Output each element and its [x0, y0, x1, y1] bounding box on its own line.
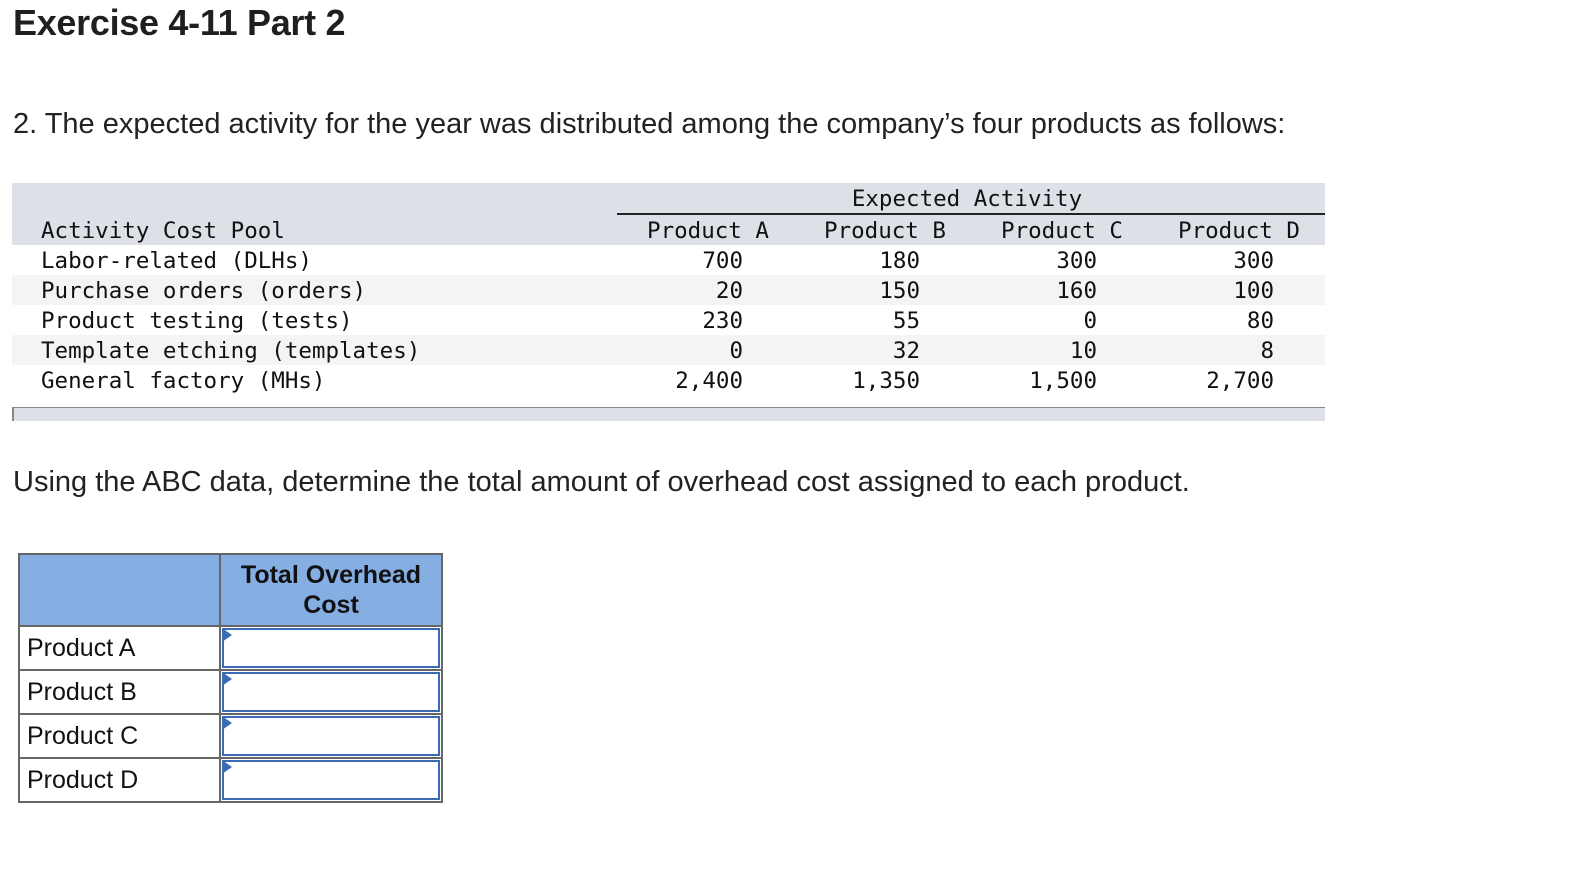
value-cell: 300 [1056, 248, 1097, 274]
value-cell: 1,500 [1029, 368, 1097, 394]
value-cell: 180 [879, 248, 920, 274]
pool-label: Purchase orders (orders) [41, 278, 367, 304]
value-cell: 1,350 [852, 368, 920, 394]
answer-row-label: Product C [18, 713, 221, 759]
pool-label: Labor-related (DLHs) [41, 248, 312, 274]
header-product-b: Product B [824, 218, 946, 244]
value-cell: 10 [1069, 338, 1097, 364]
answer-row: Product D [18, 757, 443, 803]
pool-header: Activity Cost Pool [41, 218, 285, 244]
value-cell: 0 [1083, 308, 1097, 334]
product-c-cost-input[interactable] [219, 713, 443, 759]
value-cell: 55 [892, 308, 920, 334]
header-product-a: Product A [647, 218, 769, 244]
answer-row-label: Product B [18, 669, 221, 715]
product-d-cost-input[interactable] [219, 757, 443, 803]
answer-row: Product A [18, 625, 443, 671]
pool-label: Template etching (templates) [41, 338, 421, 364]
question-text: Using the ABC data, determine the total … [13, 466, 1190, 498]
value-cell: 2,400 [675, 368, 743, 394]
answer-row: Product B [18, 669, 443, 715]
value-cell: 700 [702, 248, 743, 274]
pool-label: General factory (MHs) [41, 368, 326, 394]
value-cell: 20 [715, 278, 743, 304]
value-cell: 2,700 [1206, 368, 1274, 394]
input-marker-icon [222, 672, 232, 686]
input-box[interactable] [222, 760, 440, 800]
input-marker-icon [222, 628, 232, 642]
answer-table: Total Overhead Cost Product A Product B … [18, 553, 443, 803]
input-box[interactable] [222, 716, 440, 756]
answer-row: Product C [18, 713, 443, 759]
product-a-cost-input[interactable] [219, 625, 443, 671]
input-marker-icon [222, 760, 232, 774]
input-box[interactable] [222, 672, 440, 712]
page-title: Exercise 4-11 Part 2 [13, 2, 346, 43]
product-b-cost-input[interactable] [219, 669, 443, 715]
pool-label: Product testing (tests) [41, 308, 353, 334]
value-cell: 100 [1233, 278, 1274, 304]
total-overhead-header-text: Total Overhead Cost [240, 561, 422, 619]
value-cell: 32 [892, 338, 920, 364]
value-cell: 0 [729, 338, 743, 364]
header-product-d: Product D [1178, 218, 1300, 244]
input-box[interactable] [222, 628, 440, 668]
expected-activity-header: Expected Activity [851, 186, 1083, 212]
intro-text: 2. The expected activity for the year wa… [13, 108, 1286, 140]
answer-row-label: Product A [18, 625, 221, 671]
table-bottom-bar [12, 407, 1325, 421]
value-cell: 8 [1260, 338, 1274, 364]
value-cell: 150 [879, 278, 920, 304]
header-product-c: Product C [1001, 218, 1123, 244]
row-stripe [12, 275, 1325, 305]
row-stripe [12, 335, 1325, 365]
value-cell: 300 [1233, 248, 1274, 274]
value-cell: 160 [1056, 278, 1097, 304]
input-marker-icon [222, 716, 232, 730]
answer-corner-header [18, 553, 221, 627]
answer-row-label: Product D [18, 757, 221, 803]
value-cell: 230 [702, 308, 743, 334]
group-header-rule [617, 213, 1325, 215]
total-overhead-header: Total Overhead Cost [219, 553, 443, 627]
value-cell: 80 [1246, 308, 1274, 334]
activity-table: Expected Activity Activity Cost Pool Pro… [12, 183, 1325, 422]
